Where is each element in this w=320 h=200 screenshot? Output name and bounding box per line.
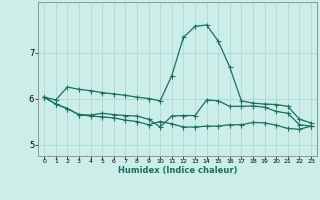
- X-axis label: Humidex (Indice chaleur): Humidex (Indice chaleur): [118, 166, 237, 175]
